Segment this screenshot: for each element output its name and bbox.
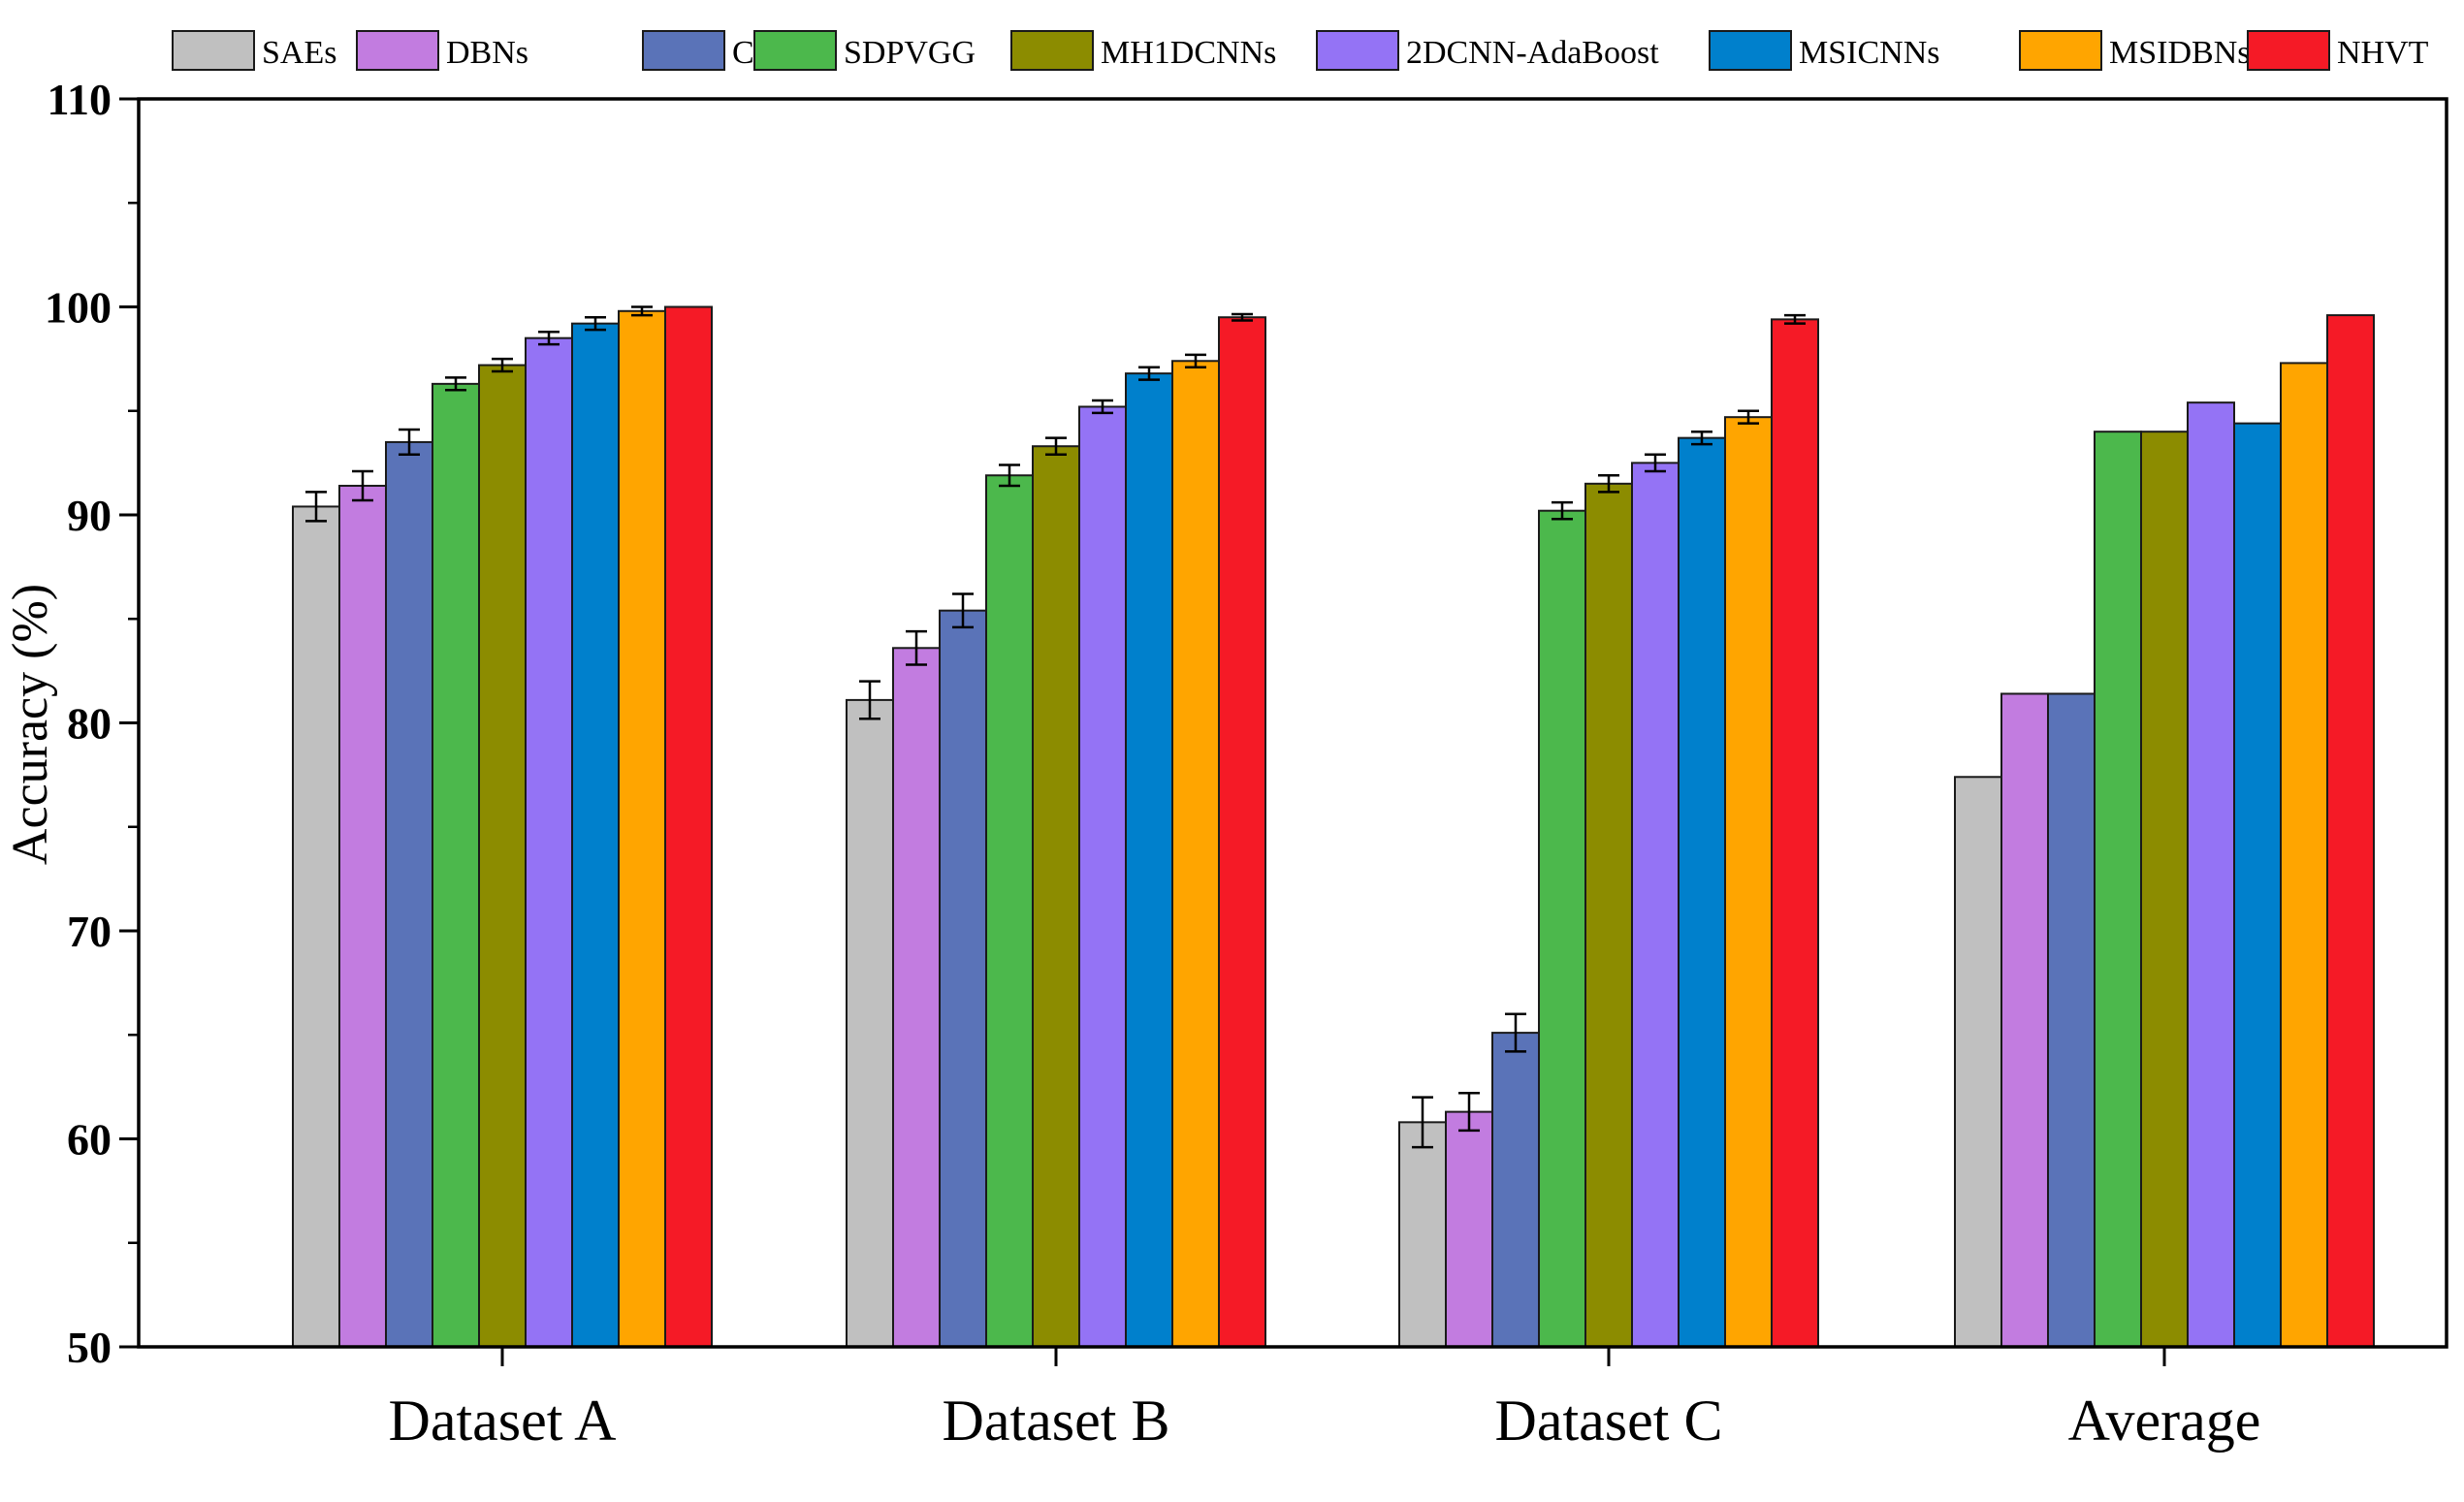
legend-swatch-mh1dcnns bbox=[1010, 30, 1094, 71]
x-tick-label-average: Average bbox=[2068, 1389, 2261, 1453]
bar-msicnns-dataset-a bbox=[571, 322, 620, 1348]
error-bar-2dcnn-adaboost-dataset-b bbox=[1092, 399, 1113, 415]
error-bar-dbns-dataset-a bbox=[352, 469, 373, 502]
legend-swatch-sdpvgg bbox=[753, 30, 837, 71]
bar-msidbns-average bbox=[2280, 362, 2328, 1349]
legend-swatch-nhvt bbox=[2247, 30, 2330, 71]
legend-swatch-dbns bbox=[356, 30, 439, 71]
bar-dbns-dataset-b bbox=[892, 647, 941, 1348]
bar-msidbns-dataset-b bbox=[1171, 360, 1220, 1348]
x-tick-label-dataset-c: Dataset C bbox=[1495, 1389, 1723, 1453]
bar-2dcnn-adaboost-dataset-c bbox=[1631, 462, 1680, 1348]
error-bar-msidbns-dataset-a bbox=[631, 305, 653, 317]
bar-nhvt-average bbox=[2326, 314, 2375, 1349]
bar-msicnns-dataset-b bbox=[1125, 372, 1173, 1348]
bar-mh1dcnns-dataset-c bbox=[1584, 482, 1633, 1348]
error-bar-saes-dataset-b bbox=[859, 680, 880, 720]
bar-mh1dcnns-average bbox=[2140, 431, 2189, 1348]
bar-nhvt-dataset-c bbox=[1771, 318, 1819, 1348]
bar-saes-dataset-b bbox=[846, 698, 894, 1348]
y-tick-label-90: 90 bbox=[67, 491, 112, 540]
bar-mh1dcnns-dataset-b bbox=[1032, 445, 1080, 1348]
bar-cnns-dataset-b bbox=[939, 609, 987, 1348]
y-tick-label-80: 80 bbox=[67, 699, 112, 749]
bar-msicnns-average bbox=[2233, 422, 2282, 1348]
error-bar-sdpvgg-dataset-b bbox=[999, 463, 1020, 488]
bar-2dcnn-adaboost-average bbox=[2187, 401, 2235, 1349]
legend-label-nhvt: NHVT bbox=[2337, 35, 2429, 71]
x-tick-label-dataset-b: Dataset B bbox=[943, 1389, 1170, 1453]
x-tick-label-dataset-a: Dataset A bbox=[389, 1389, 617, 1453]
y-axis-title: Accuracy (%) bbox=[3, 584, 58, 865]
bar-sdpvgg-dataset-b bbox=[985, 474, 1034, 1348]
error-bar-sdpvgg-dataset-a bbox=[445, 376, 466, 392]
bar-dbns-dataset-c bbox=[1445, 1110, 1493, 1348]
bar-cnns-dataset-c bbox=[1491, 1032, 1540, 1348]
error-bar-nhvt-dataset-c bbox=[1784, 313, 1806, 325]
legend-label-mh1dcnns: MH1DCNNs bbox=[1101, 35, 1276, 71]
error-bars-group bbox=[305, 305, 1806, 1149]
bar-saes-average bbox=[1954, 776, 2002, 1348]
error-bar-saes-dataset-a bbox=[305, 491, 327, 523]
error-bar-saes-dataset-c bbox=[1412, 1096, 1433, 1149]
y-tick-label-50: 50 bbox=[67, 1323, 112, 1372]
bar-2dcnn-adaboost-dataset-a bbox=[525, 336, 573, 1348]
y-tick-label-70: 70 bbox=[67, 907, 112, 956]
bar-msicnns-dataset-c bbox=[1678, 436, 1726, 1348]
legend-swatch-saes bbox=[172, 30, 255, 71]
bar-sdpvgg-average bbox=[2094, 431, 2142, 1348]
error-bar-msicnns-dataset-b bbox=[1138, 366, 1160, 381]
bar-sdpvgg-dataset-a bbox=[432, 382, 480, 1348]
bar-msidbns-dataset-a bbox=[618, 309, 666, 1348]
error-bar-2dcnn-adaboost-dataset-c bbox=[1645, 453, 1666, 473]
error-bar-2dcnn-adaboost-dataset-a bbox=[538, 330, 560, 346]
legend-label-sdpvgg: SDPVGG bbox=[844, 35, 976, 71]
error-bar-mh1dcnns-dataset-b bbox=[1045, 436, 1067, 457]
error-bar-cnns-dataset-a bbox=[399, 428, 420, 457]
y-tick-label-100: 100 bbox=[45, 283, 112, 333]
error-bar-msidbns-dataset-b bbox=[1185, 353, 1206, 368]
axes-group: Dataset A Dataset B Dataset C Average 50 60 70… bbox=[45, 75, 2448, 1453]
bar-msidbns-dataset-c bbox=[1724, 416, 1773, 1348]
error-bar-msicnns-dataset-c bbox=[1691, 430, 1712, 446]
bar-dbns-dataset-a bbox=[338, 484, 387, 1349]
bar-mh1dcnns-dataset-a bbox=[478, 364, 527, 1348]
legend-label-saes: SAEs bbox=[262, 35, 336, 71]
legend-label-msidbns: MSIDBNs bbox=[2109, 35, 2250, 71]
error-bar-mh1dcnns-dataset-c bbox=[1598, 473, 1619, 494]
bar-cnns-average bbox=[2047, 692, 2096, 1348]
error-bar-dbns-dataset-b bbox=[906, 629, 927, 666]
bar-saes-dataset-a bbox=[292, 505, 340, 1348]
bar-cnns-dataset-a bbox=[385, 440, 433, 1348]
error-bar-cnns-dataset-c bbox=[1505, 1012, 1526, 1053]
y-tick-label-60: 60 bbox=[67, 1115, 112, 1165]
legend-swatch-msidbns bbox=[2019, 30, 2102, 71]
bar-saes-dataset-c bbox=[1398, 1121, 1447, 1348]
error-bar-dbns-dataset-c bbox=[1458, 1092, 1480, 1133]
legend-label-2dcnn-adaboost: 2DCNN-AdaBoost bbox=[1406, 35, 1659, 71]
bars-group bbox=[292, 305, 2375, 1349]
legend-swatch-2dcnn-adaboost bbox=[1316, 30, 1399, 71]
error-bar-msidbns-dataset-c bbox=[1738, 409, 1759, 425]
legend: SAEsDBNsCNNsSDPVGGMH1DCNNs2DCNN-AdaBoost… bbox=[172, 30, 2429, 71]
y-tick-label-110: 110 bbox=[48, 75, 112, 124]
legend-swatch-cnns bbox=[642, 30, 725, 71]
bar-2dcnn-adaboost-dataset-b bbox=[1078, 405, 1127, 1348]
error-bar-cnns-dataset-b bbox=[952, 592, 974, 629]
legend-swatch-msicnns bbox=[1709, 30, 1792, 71]
error-bar-nhvt-dataset-b bbox=[1232, 312, 1253, 322]
bar-dbns-average bbox=[2000, 692, 2049, 1348]
error-bar-mh1dcnns-dataset-a bbox=[492, 357, 513, 373]
bar-nhvt-dataset-a bbox=[664, 305, 713, 1348]
error-bar-sdpvgg-dataset-c bbox=[1552, 500, 1573, 521]
legend-label-msicnns: MSICNNs bbox=[1799, 35, 1939, 71]
error-bar-msicnns-dataset-a bbox=[585, 315, 606, 332]
bar-nhvt-dataset-b bbox=[1218, 316, 1266, 1349]
legend-label-dbns: DBNs bbox=[446, 35, 528, 71]
bar-sdpvgg-dataset-c bbox=[1538, 509, 1586, 1348]
